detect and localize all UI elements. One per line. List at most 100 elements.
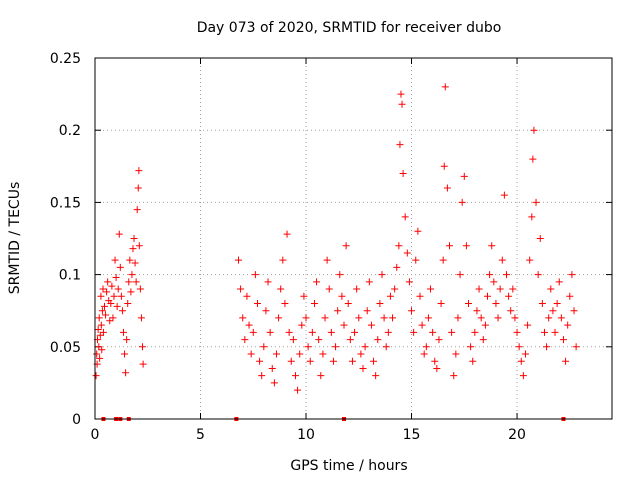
data-point — [547, 285, 555, 293]
data-point — [296, 350, 304, 358]
data-point — [129, 245, 137, 253]
data-point — [483, 292, 491, 300]
data-point — [256, 357, 264, 365]
data-point — [367, 321, 375, 329]
data-point — [239, 314, 247, 322]
data-point — [429, 328, 437, 336]
data-point — [435, 336, 443, 344]
data-point — [272, 350, 280, 358]
data-point — [108, 282, 116, 290]
data-point — [262, 307, 270, 315]
plot-frame — [94, 57, 613, 420]
data-point — [268, 364, 276, 372]
data-point — [545, 314, 553, 322]
y-tick-label: 0.1 — [59, 268, 81, 284]
y-tick-label: 0.05 — [50, 340, 81, 356]
data-point — [418, 321, 426, 329]
data-point — [270, 379, 278, 387]
data-point — [128, 271, 136, 279]
data-point — [357, 350, 365, 358]
data-point — [401, 213, 409, 221]
data-point — [416, 292, 424, 300]
data-point — [427, 285, 435, 293]
data-point — [500, 191, 508, 199]
data-point — [549, 307, 557, 315]
data-point — [365, 278, 373, 286]
data-series — [92, 83, 580, 394]
x-tick-label: 15 — [403, 427, 421, 443]
data-point — [319, 350, 327, 358]
data-point — [380, 314, 388, 322]
data-point — [529, 155, 537, 163]
data-point — [234, 256, 242, 264]
data-point — [431, 357, 439, 365]
data-point — [355, 314, 363, 322]
data-point — [291, 372, 299, 380]
data-point — [294, 386, 302, 394]
data-point — [139, 360, 147, 368]
data-point — [509, 285, 517, 293]
data-point — [287, 357, 295, 365]
data-point — [99, 328, 107, 336]
data-point — [363, 307, 371, 315]
data-point — [348, 357, 356, 365]
data-point — [391, 285, 399, 293]
data-point — [405, 278, 413, 286]
data-point — [283, 230, 291, 238]
data-point — [251, 271, 259, 279]
data-point — [448, 328, 456, 336]
data-point — [97, 321, 105, 329]
data-point — [530, 126, 538, 134]
data-point — [492, 299, 500, 307]
data-point — [467, 343, 475, 351]
data-point — [289, 336, 297, 344]
data-point — [112, 273, 120, 281]
data-point — [99, 285, 107, 293]
data-point — [386, 292, 394, 300]
data-point — [450, 372, 458, 380]
data-point — [505, 292, 513, 300]
data-point — [370, 357, 378, 365]
data-point — [100, 302, 108, 310]
data-point — [536, 235, 544, 242]
data-point — [498, 256, 506, 264]
data-point — [109, 314, 117, 322]
data-point — [332, 343, 340, 351]
data-point — [528, 213, 536, 221]
data-point — [408, 307, 416, 315]
data-point — [281, 299, 289, 307]
data-point — [116, 263, 124, 271]
data-point — [559, 336, 567, 344]
data-point — [359, 364, 367, 372]
y-tick-label: 0.25 — [50, 51, 81, 67]
data-point — [384, 328, 392, 336]
x-tick-label: 5 — [196, 427, 205, 443]
data-point — [92, 372, 100, 380]
data-point — [511, 314, 519, 322]
data-point — [519, 372, 527, 380]
data-point — [313, 278, 321, 286]
data-point — [446, 242, 454, 250]
data-point — [372, 372, 380, 380]
data-point — [562, 357, 570, 365]
data-point — [124, 299, 132, 307]
data-point — [410, 328, 418, 336]
data-point — [118, 307, 126, 315]
data-point — [513, 328, 521, 336]
data-point — [344, 299, 352, 307]
data-point — [241, 336, 249, 344]
data-point — [443, 184, 451, 192]
data-point — [321, 314, 329, 322]
data-point — [471, 328, 479, 336]
data-point — [433, 364, 441, 372]
data-point — [304, 343, 312, 351]
data-point — [396, 141, 404, 149]
data-point — [95, 314, 103, 322]
data-point — [113, 302, 121, 310]
data-point — [422, 343, 430, 351]
data-point — [302, 314, 310, 322]
data-point — [389, 314, 397, 322]
data-point — [378, 271, 386, 279]
data-point — [540, 328, 548, 336]
